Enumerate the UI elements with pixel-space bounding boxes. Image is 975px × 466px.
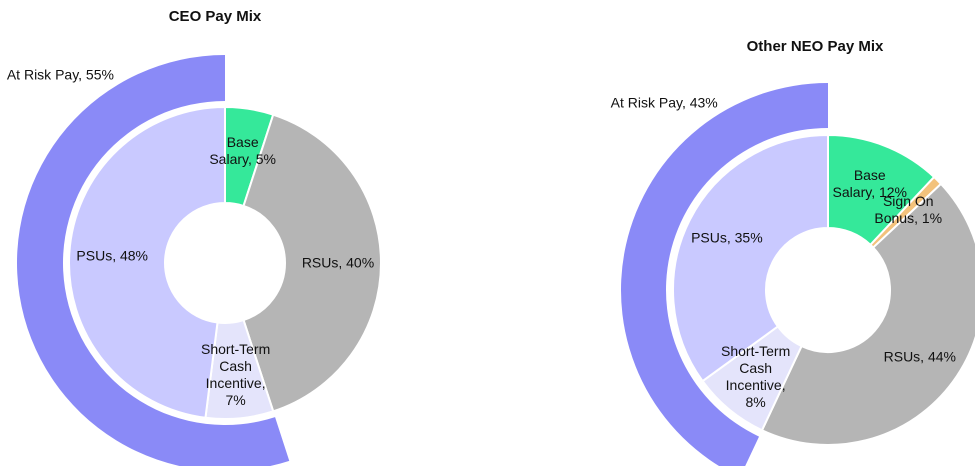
slice-label: Base Salary, 12%: [832, 167, 907, 201]
slice-label: Short-Term Cash Incentive, 8%: [721, 343, 791, 411]
outer-label: At Risk Pay, 43%: [610, 94, 718, 111]
slice-label: PSUs, 48%: [76, 247, 149, 264]
outer-arc: [17, 55, 290, 466]
slice-label: Short-Term Cash Incentive, 7%: [201, 341, 271, 409]
slice: [242, 113, 383, 413]
slice-label: Base Salary, 5%: [209, 134, 276, 168]
slice: [68, 105, 226, 419]
outer-label: At Risk Pay, 55%: [6, 66, 114, 83]
outer-arc: [621, 83, 828, 466]
slice-label: RSUs, 44%: [883, 348, 956, 365]
slice-label: RSUs, 40%: [301, 254, 375, 271]
chart-title: CEO Pay Mix: [168, 8, 262, 25]
chart-title: Other NEO Pay Mix: [746, 38, 884, 55]
slice: [760, 182, 975, 446]
slice: [672, 133, 829, 383]
slice-label: Sign On Bonus, 1%: [874, 192, 943, 226]
slice-label: PSUs, 35%: [691, 229, 763, 246]
